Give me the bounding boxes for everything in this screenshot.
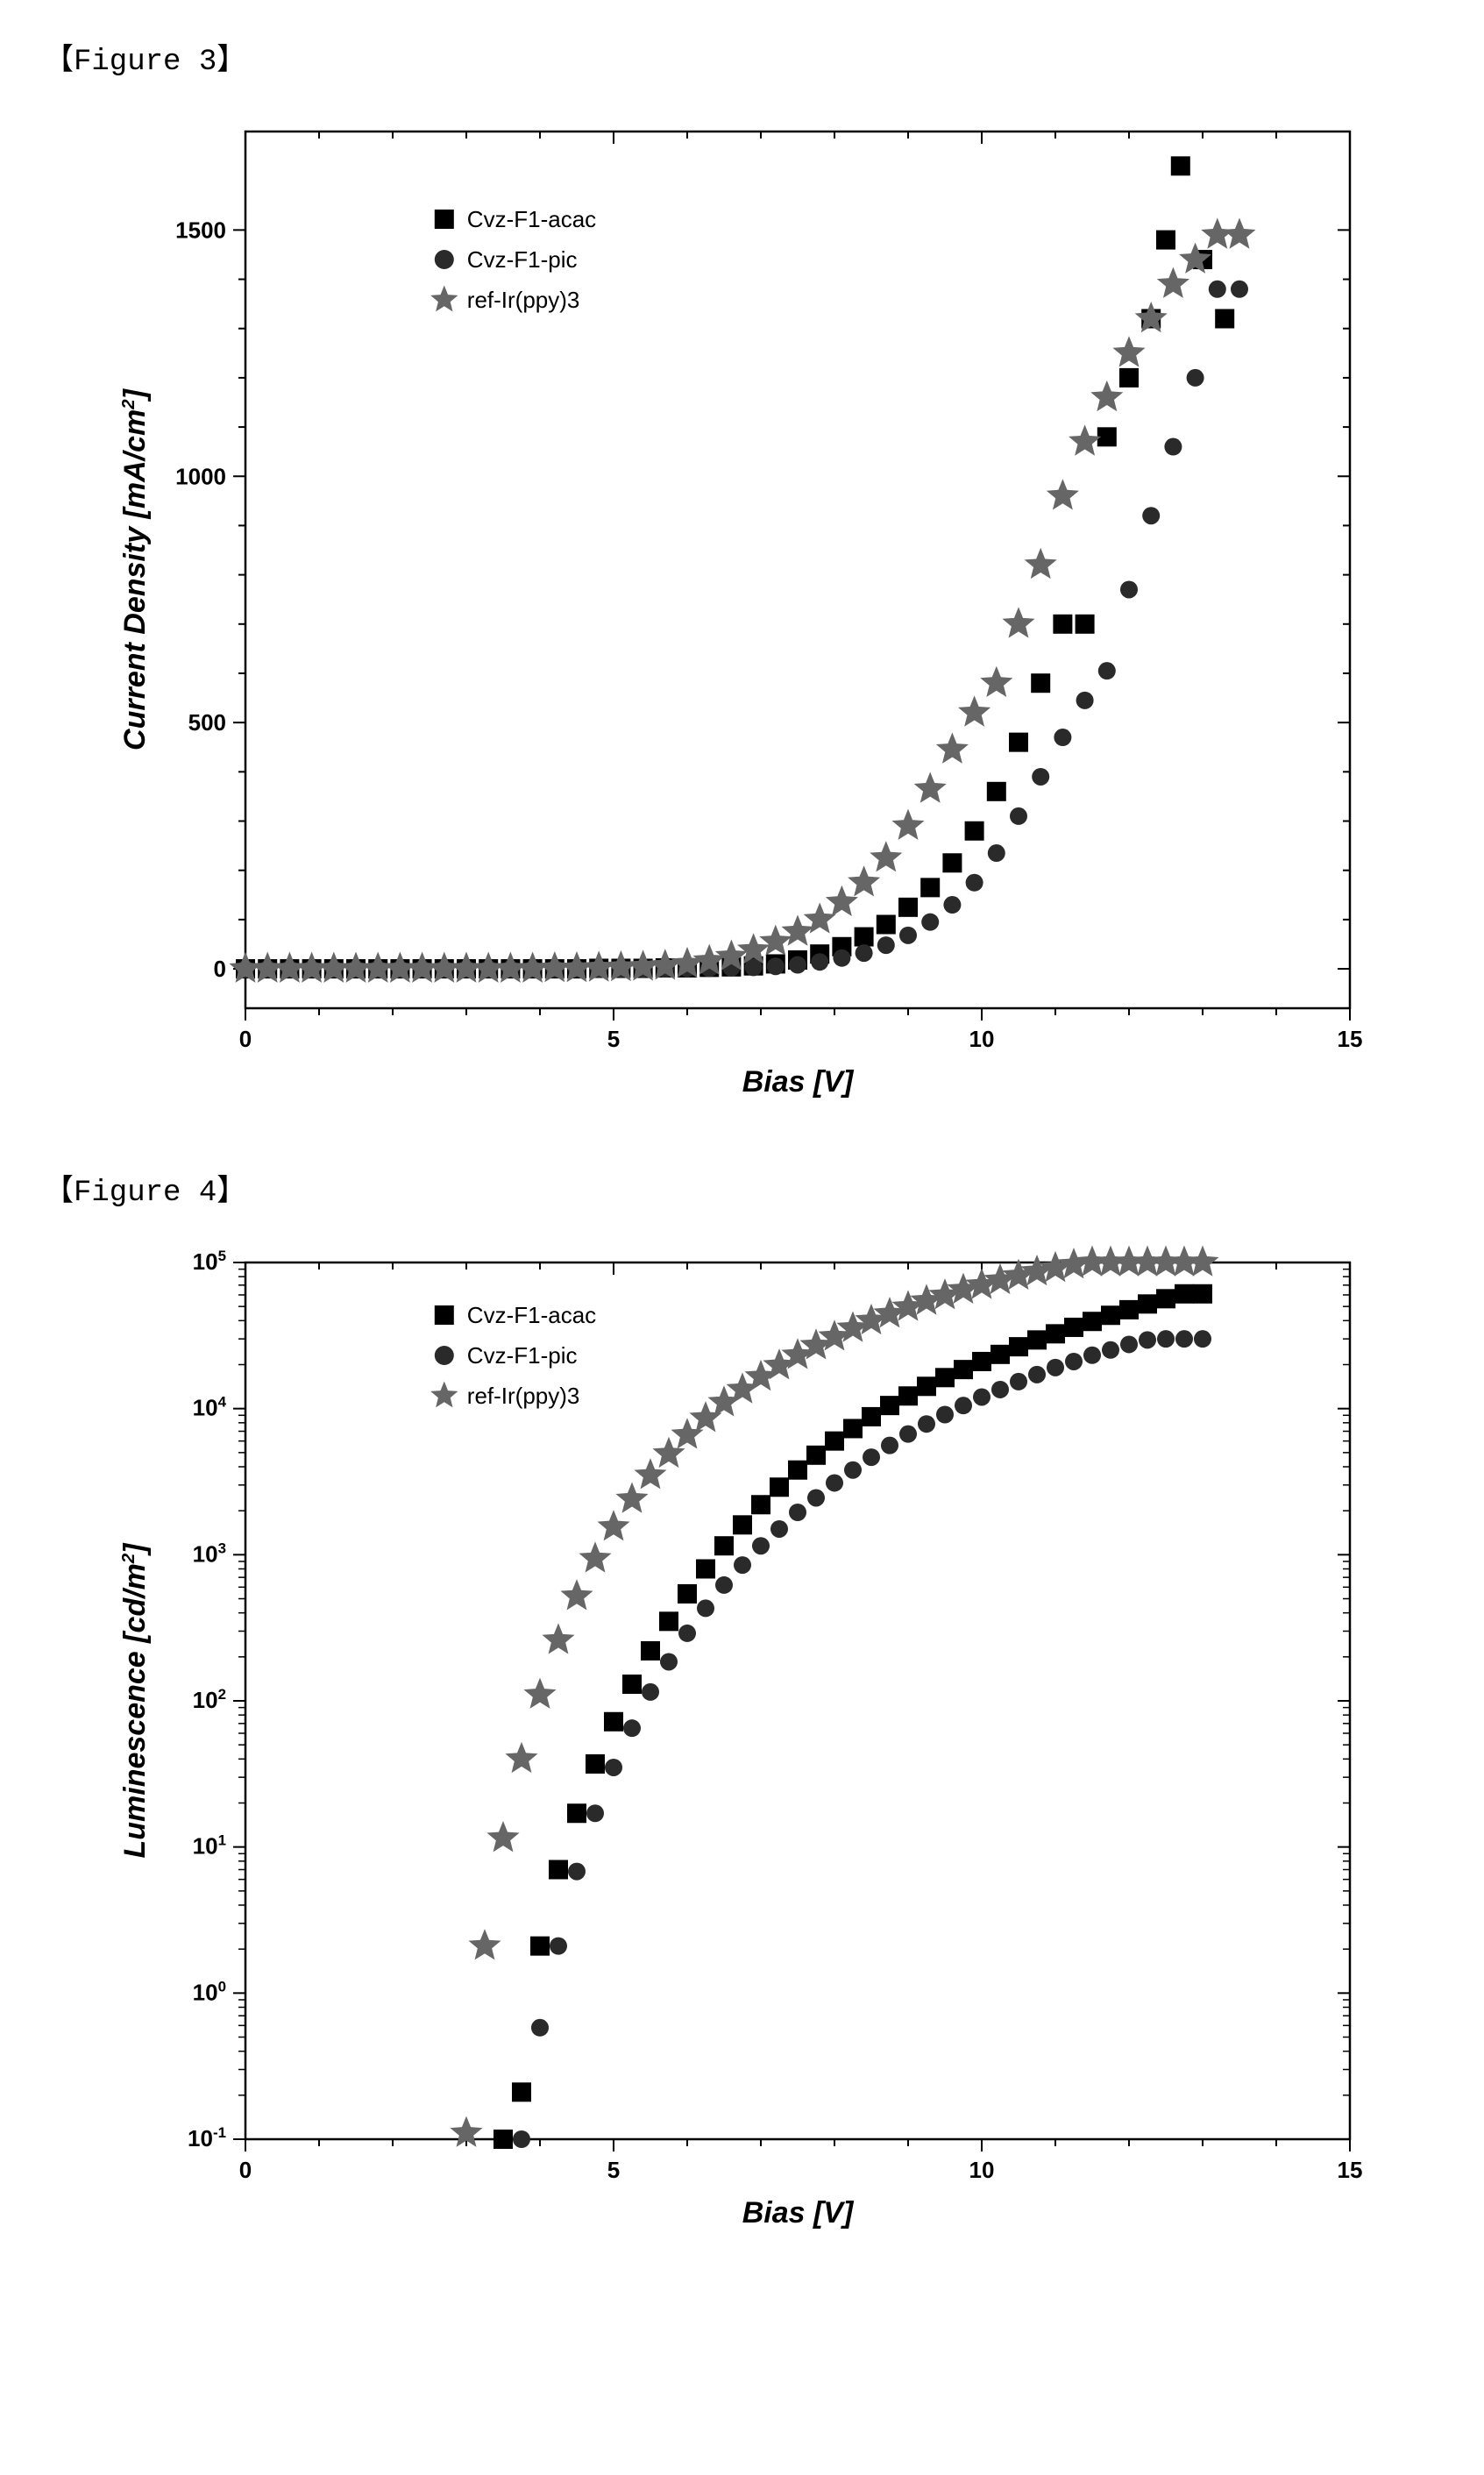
- svg-text:0: 0: [239, 2157, 252, 2183]
- svg-text:10: 10: [969, 2157, 995, 2183]
- svg-text:500: 500: [188, 709, 226, 736]
- svg-text:Bias [V]: Bias [V]: [742, 2196, 855, 2230]
- figure-3-chart: 0 5 10 15 0 500 1000 1500 Bias [V] Current Densit…: [105, 105, 1449, 1113]
- figure-3-caption: 【Figure 3】: [44, 35, 1449, 79]
- svg-text:Cvz-F1-acac: Cvz-F1-acac: [467, 1302, 596, 1328]
- svg-text:ref-Ir(ppy)3: ref-Ir(ppy)3: [467, 287, 580, 313]
- svg-text:Luminescence [cd/m2]: Luminescence [cd/m2]: [118, 1542, 152, 1859]
- svg-text:Cvz-F1-pic: Cvz-F1-pic: [467, 1342, 578, 1369]
- svg-text:Cvz-F1-acac: Cvz-F1-acac: [467, 206, 596, 232]
- svg-text:0: 0: [214, 956, 226, 982]
- svg-text:104: 104: [193, 1394, 227, 1421]
- svg-text:0: 0: [239, 1026, 252, 1052]
- svg-text:1500: 1500: [175, 217, 226, 243]
- svg-text:5: 5: [607, 2157, 620, 2183]
- svg-text:15: 15: [1338, 2157, 1363, 2183]
- figure-3-block: 【Figure 3】 0 5 10 15 0 500 1000 1500 Bias [V] Cur…: [35, 35, 1449, 1113]
- svg-text:10: 10: [969, 1026, 995, 1052]
- svg-text:101: 101: [193, 1832, 226, 1860]
- svg-text:15: 15: [1338, 1026, 1363, 1052]
- svg-text:103: 103: [193, 1540, 226, 1567]
- svg-text:5: 5: [607, 1026, 620, 1052]
- svg-text:1000: 1000: [175, 463, 226, 489]
- svg-text:Cvz-F1-pic: Cvz-F1-pic: [467, 246, 578, 273]
- svg-text:ref-Ir(ppy)3: ref-Ir(ppy)3: [467, 1383, 580, 1409]
- figure-4-chart: 0 5 10 15 10-1 100 101 102 103 104 105 Bias [V] Lumi…: [105, 1236, 1449, 2244]
- svg-text:Current Density [mA/cm2]: Current Density [mA/cm2]: [118, 388, 152, 750]
- svg-text:Bias [V]: Bias [V]: [742, 1065, 855, 1099]
- figure-4-caption: 【Figure 4】: [44, 1166, 1449, 1210]
- figure-4-block: 【Figure 4】 0 5 10 15 10-1 100 101 102 103 104 105 B…: [35, 1166, 1449, 2244]
- svg-text:100: 100: [193, 1978, 226, 2005]
- svg-text:102: 102: [193, 1686, 226, 1713]
- svg-text:10-1: 10-1: [188, 2124, 226, 2151]
- svg-text:105: 105: [193, 1248, 226, 1275]
